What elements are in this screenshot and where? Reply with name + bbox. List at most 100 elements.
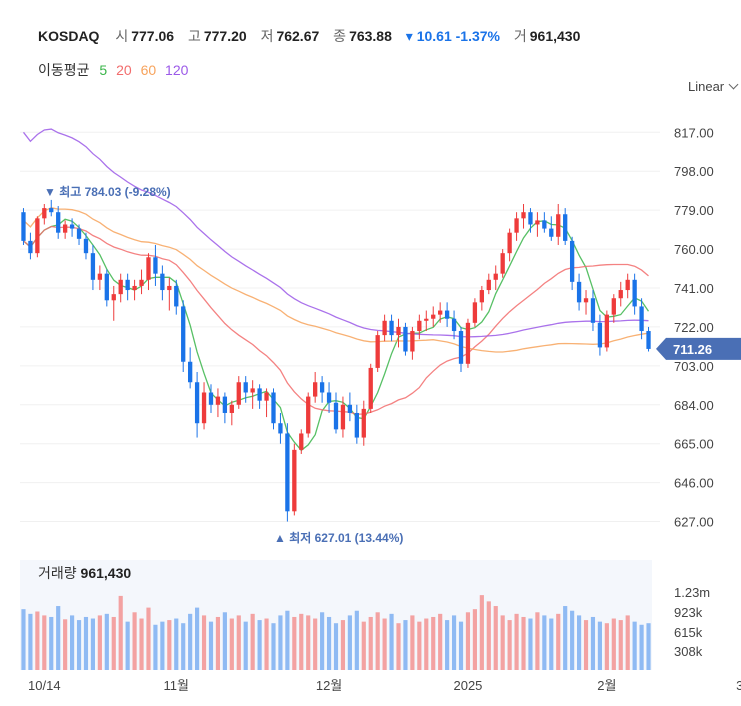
candle-body <box>542 220 547 229</box>
y-tick-label: 665.00 <box>674 437 714 452</box>
candle-body <box>438 310 443 315</box>
x-tick-label: 2025 <box>453 678 482 693</box>
ma-5[interactable]: 5 <box>99 62 108 78</box>
candle-body <box>285 433 290 512</box>
volume-bar <box>201 615 207 670</box>
candle-body <box>278 423 283 434</box>
volume-bar <box>563 606 568 670</box>
volume-bar <box>410 615 415 670</box>
candle-body <box>56 212 61 233</box>
moving-average-legend[interactable]: 이동평균 5 20 60 120 <box>38 60 193 80</box>
candle-body <box>132 285 137 291</box>
volume-bar <box>542 615 547 670</box>
x-tick-label: 11월 <box>164 678 189 693</box>
volume-bar <box>208 621 214 670</box>
ma-20[interactable]: 20 <box>116 62 132 78</box>
volume-bar <box>90 618 96 670</box>
candles <box>21 199 651 522</box>
volume-bar <box>361 621 366 670</box>
high-label: 고 <box>187 28 201 44</box>
volume-bar <box>49 616 54 670</box>
volume-bar <box>292 616 297 670</box>
volume-bar <box>167 620 172 670</box>
low-value: 762.67 <box>276 28 320 44</box>
candle-body <box>465 322 471 364</box>
volume-bar <box>486 601 491 670</box>
volume-bar <box>528 618 533 670</box>
volume-bar <box>56 606 61 670</box>
volume-bar <box>333 623 339 670</box>
volume-bar <box>618 620 623 670</box>
volume-bar <box>535 612 540 670</box>
candle-body <box>125 279 130 291</box>
volume-bar <box>625 615 630 670</box>
volume-bar <box>132 612 137 670</box>
candle-body <box>222 396 228 413</box>
scale-mode-label: Linear <box>688 79 725 94</box>
volume-bars <box>20 560 652 670</box>
volume-bar <box>35 611 40 670</box>
candle-body <box>535 220 540 225</box>
volume-bar <box>243 621 248 670</box>
candle-body <box>375 335 380 368</box>
min-marker: ▲ 최저 627.01 (13.44%) <box>274 530 403 545</box>
volume-bar <box>340 620 346 670</box>
candle-body <box>472 302 478 323</box>
volume-bar <box>118 595 123 670</box>
volume-bar <box>299 613 304 670</box>
max-marker: ▼ 최고 784.03 (-9.28%) <box>44 184 171 199</box>
markers: ▼ 최고 784.03 (-9.28%) ▲ 최저 627.01 (13.44%)… <box>44 184 741 545</box>
candle-body <box>556 214 561 237</box>
ma-120[interactable]: 120 <box>165 62 189 78</box>
volume-bar <box>181 623 186 670</box>
volume-bar <box>264 618 269 670</box>
candle-body <box>451 318 457 332</box>
candle-body <box>639 306 644 332</box>
volume-bar <box>70 615 75 670</box>
ma-line-60 <box>23 207 649 353</box>
candle-body <box>410 331 415 352</box>
candle-body <box>118 279 123 295</box>
volume-bar <box>639 624 644 670</box>
volume-bar <box>451 615 457 670</box>
y-tick-label: 684.00 <box>674 398 714 413</box>
candle-body <box>250 388 255 393</box>
volume-bar <box>611 618 616 670</box>
volume-bar <box>604 623 609 670</box>
volume-bar <box>160 621 165 670</box>
volume-bar <box>590 616 596 670</box>
y-tick-label: 741.00 <box>674 281 714 296</box>
grid <box>20 131 660 670</box>
candle-body <box>479 290 484 303</box>
candle-body <box>368 367 373 409</box>
open-value: 777.06 <box>131 28 175 44</box>
y-tick-label: 779.00 <box>674 203 714 218</box>
candle-body <box>389 320 394 336</box>
candle-body <box>611 298 616 315</box>
candle-body <box>493 273 498 280</box>
volume-bar <box>250 613 255 670</box>
volume-bar <box>146 607 151 670</box>
volume-bar <box>229 618 234 670</box>
volume-tick-label: 615k <box>674 625 703 640</box>
candle-body <box>403 326 408 352</box>
volume-bar <box>500 615 505 670</box>
candle-body <box>604 314 610 348</box>
volume-bar <box>354 610 359 670</box>
volume-bar <box>76 620 82 670</box>
y-tick-label: 627.00 <box>674 515 714 530</box>
symbol: KOSDAQ <box>38 28 100 44</box>
candle-body <box>90 253 96 280</box>
y-tick-label: 703.00 <box>674 359 714 374</box>
candle-body <box>299 433 304 450</box>
volume-bar <box>174 618 179 670</box>
candle-body <box>521 212 526 219</box>
volume-bar <box>646 623 651 670</box>
candle-body <box>201 392 207 424</box>
candle-body <box>181 306 186 362</box>
volume-axis: 1.23m 923k 615k 308k <box>674 585 710 659</box>
candle-body <box>458 331 464 364</box>
ma-60[interactable]: 60 <box>140 62 157 78</box>
scale-mode-dropdown[interactable]: Linear <box>688 79 739 94</box>
